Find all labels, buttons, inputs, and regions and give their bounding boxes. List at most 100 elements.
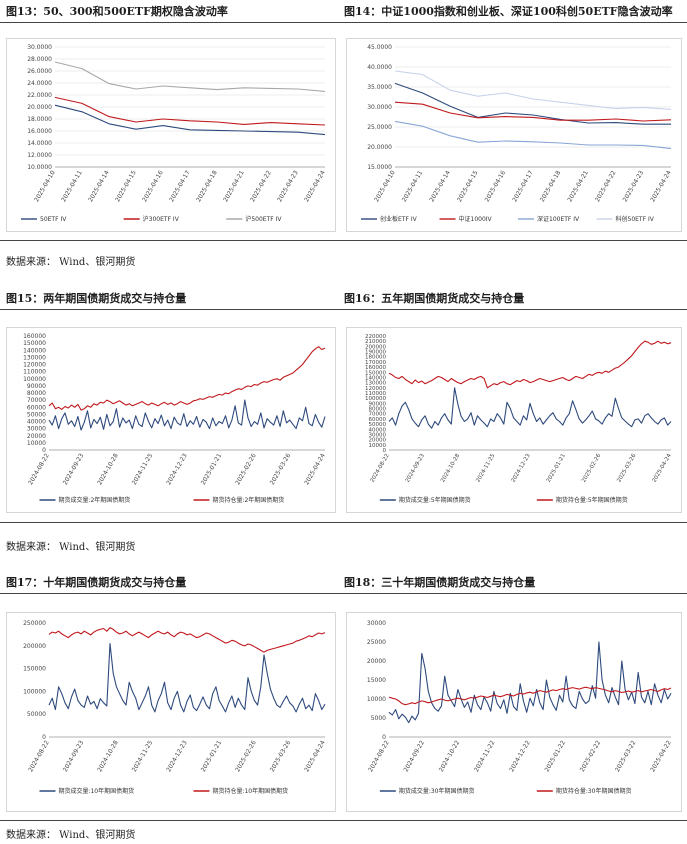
y-tick-label: 110000: [23, 369, 46, 376]
x-tick-label: 2025-02-22: [579, 739, 603, 773]
x-tick-label: 2025-04-11: [401, 169, 425, 203]
y-tick-label: 20000: [367, 658, 386, 665]
y-tick-label: 210000: [365, 339, 386, 345]
y-tick-label: 20000: [27, 433, 46, 440]
y-tick-label: 80000: [27, 390, 46, 397]
y-tick-label: 15.0000: [367, 164, 392, 171]
y-tick-label: 12.0000: [27, 152, 52, 159]
legend-label: 期货持仓量:2年期国债期货: [212, 496, 284, 504]
legend-label: 期货持仓量:5年期国债期货: [556, 496, 628, 504]
chart-panel-17: 0 50000 100000 150000 200000 250000 2024-08-22…: [6, 612, 336, 812]
series-line-1: [54, 104, 326, 136]
chart-panel-15: 0 10000 20000 30000 40000 50000 60000 70000 8000…: [6, 327, 336, 513]
x-tick-label: 2025-04-22: [594, 169, 618, 203]
x-tick-label: 2025-04-24: [303, 452, 327, 486]
y-tick-label: 20000: [369, 438, 387, 444]
y-tick-label: 15000: [367, 677, 386, 684]
x-tick-label: 2025-04-10: [373, 169, 397, 203]
x-tick-label: 2025-01-21: [200, 452, 224, 486]
x-tick-label: 2025-04-16: [484, 169, 508, 203]
x-tick-label: 2024-12-23: [165, 452, 189, 486]
y-tick-label: 160000: [23, 333, 46, 340]
x-tick-label: 2025-04-14: [428, 169, 452, 203]
y-tick-label: 140000: [23, 347, 46, 354]
y-tick-label: 150000: [23, 666, 46, 673]
x-tick-label: 2025-04-24: [649, 169, 673, 203]
y-tick-label: 16.0000: [27, 128, 52, 135]
x-tick-label: 2025-04-17: [511, 169, 535, 203]
y-tick-label: 20.0000: [367, 144, 392, 151]
y-tick-label: 35.0000: [367, 84, 392, 91]
x-tick-label: 2025-04-23: [276, 169, 300, 203]
chart-svg-17: 0 50000 100000 150000 200000 250000 2024-08-22…: [23, 620, 327, 795]
y-tick-label: 14.0000: [27, 140, 52, 147]
x-tick-label: 2024-12-22: [508, 739, 532, 773]
source-rule: [0, 240, 687, 241]
figure-title-14: 图14：中证1000指数和创业板、深证100科创50ETF隐含波动率: [344, 5, 673, 18]
y-tick-label: 18.0000: [27, 116, 52, 123]
y-tick-label: 0: [42, 734, 46, 741]
y-tick-label: 100000: [23, 376, 46, 383]
x-tick-label: 2025-04-21: [222, 169, 246, 203]
series-line-3: [54, 61, 326, 92]
x-tick-label: 2025-04-22: [649, 739, 673, 773]
y-tick-label: 25.0000: [367, 124, 392, 131]
chart-panel-14: 15.0000 20.0000 25.0000 30.0000 35.0000 40.00…: [346, 38, 682, 232]
x-tick-label: 2025-01-21: [200, 739, 224, 773]
x-tick-label: 2024-10-28: [96, 739, 120, 773]
data-source-note: 数据来源： Wind、银河期货: [6, 542, 136, 553]
x-tick-label: 2024-08-22: [370, 453, 391, 484]
y-tick-label: 40000: [369, 427, 387, 433]
y-tick-label: 90000: [369, 401, 387, 407]
x-tick-label: 2024-11-25: [131, 739, 155, 773]
y-tick-label: 0: [383, 448, 387, 454]
y-tick-label: 180000: [365, 355, 386, 361]
x-tick-label: 2025-04-22: [249, 169, 273, 203]
legend-label: 期货成交量:10年期国债期货: [58, 787, 134, 795]
y-tick-label: 50000: [27, 411, 46, 418]
x-tick-label: 2025-04-21: [566, 169, 590, 203]
y-tick-label: 10000: [367, 696, 386, 703]
y-tick-label: 170000: [365, 360, 386, 366]
y-tick-label: 10000: [27, 440, 46, 447]
x-tick-label: 2025-04-16: [141, 169, 165, 203]
x-tick-label: 2025-04-11: [60, 169, 84, 203]
y-tick-label: 28.0000: [27, 56, 52, 63]
figure-title-17: 图17：十年期国债期货成交与持仓量: [6, 576, 187, 589]
y-tick-label: 40.0000: [367, 64, 392, 71]
x-tick-label: 2025-02-26: [234, 739, 258, 773]
x-tick-label: 2025-04-15: [114, 169, 138, 203]
x-tick-label: 2024-11-25: [475, 453, 496, 484]
series-line-4: [394, 70, 672, 110]
x-tick-label: 2025-04-18: [539, 169, 563, 203]
y-tick-label: 0: [42, 447, 46, 454]
legend-label: 期货成交量:2年期国债期货: [58, 496, 130, 504]
chart-svg-13: 10.0000 12.0000 14.0000 16.0000 18.0000 20.00…: [21, 44, 327, 223]
y-tick-label: 40000: [27, 419, 46, 426]
legend-label: 沪300ETF IV: [143, 215, 180, 223]
y-tick-label: 5000: [371, 715, 386, 722]
y-tick-label: 60000: [369, 417, 387, 423]
series-line-2: [48, 346, 326, 411]
legend-label: 期货持仓量:10年期国债期货: [212, 787, 288, 795]
figure-title-18: 图18：三十年期国债期货成交与持仓量: [344, 576, 536, 589]
title-rule: [0, 309, 687, 310]
y-tick-label: 110000: [365, 391, 386, 397]
y-tick-label: 24.0000: [27, 80, 52, 87]
x-tick-label: 2025-01-22: [543, 739, 567, 773]
y-tick-label: 25000: [367, 639, 386, 646]
source-rule: [0, 522, 687, 523]
series-line-3: [394, 120, 672, 150]
x-tick-label: 2024-08-22: [27, 739, 51, 773]
series-line-2: [388, 686, 672, 706]
x-tick-label: 2024-09-22: [402, 739, 426, 773]
y-tick-label: 140000: [365, 375, 386, 381]
x-tick-label: 2025-03-26: [616, 453, 637, 484]
chart-svg-15: 0100002000030000400005000060000700008000…: [23, 333, 327, 504]
y-tick-label: 120000: [365, 386, 386, 392]
series-line-2: [388, 340, 672, 389]
y-tick-label: 60000: [27, 404, 46, 411]
y-tick-label: 160000: [365, 365, 386, 371]
y-tick-label: 70000: [369, 412, 387, 418]
x-tick-label: 2025-04-10: [33, 169, 57, 203]
